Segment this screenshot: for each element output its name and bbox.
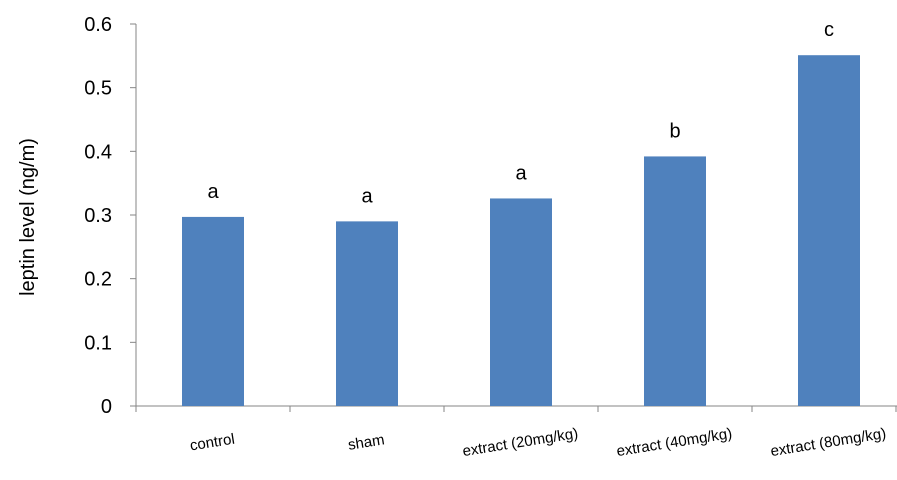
y-tick-label: 0 (101, 396, 112, 418)
category-labels: control sham extract (20mg/kg) extract (40m… (189, 425, 888, 460)
bar (798, 55, 860, 407)
significance-label: a (361, 185, 373, 207)
category-label: control (189, 431, 236, 455)
y-tick-label: 0.6 (84, 14, 112, 36)
x-axis (135, 405, 897, 412)
significance-labels: a a a b c (207, 19, 834, 207)
y-axis-title-group: leptin level (ng/m) (17, 138, 39, 296)
significance-label: a (207, 181, 219, 203)
y-axis: 0 0.1 0.2 0.3 0.4 0.5 0.6 (84, 14, 137, 418)
bar (336, 221, 398, 406)
category-label: sham (347, 431, 386, 454)
significance-label: c (824, 19, 834, 41)
bar (182, 216, 244, 406)
y-tick-label: 0.4 (84, 141, 112, 163)
category-label: extract (20mg/kg) (461, 425, 579, 460)
bars (182, 55, 860, 407)
y-tick-label: 0.2 (84, 269, 112, 291)
y-tick-label: 0.5 (84, 78, 112, 100)
y-tick-label: 0.1 (84, 332, 112, 354)
category-label: extract (40mg/kg) (615, 425, 733, 460)
bar (490, 198, 552, 406)
y-axis-title: leptin level (ng/m) (17, 138, 39, 296)
category-label: extract (80mg/kg) (769, 425, 887, 460)
significance-label: b (669, 120, 680, 142)
bar (644, 156, 706, 406)
significance-label: a (515, 162, 527, 184)
y-tick-label: 0.3 (84, 205, 112, 227)
